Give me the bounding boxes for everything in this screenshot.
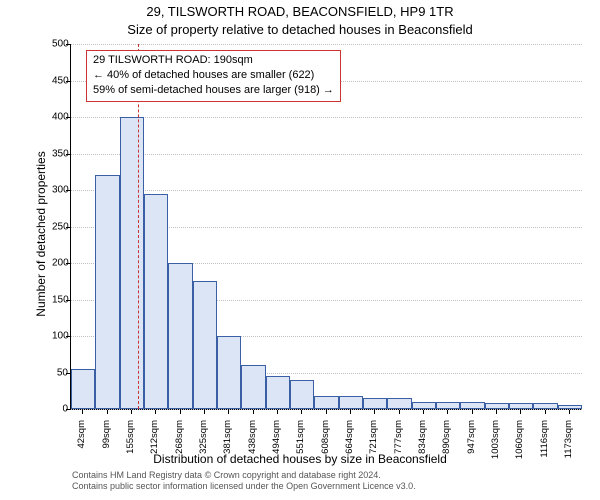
x-tick-label: 1173sqm xyxy=(563,420,575,470)
histogram-bar xyxy=(314,396,338,409)
histogram-bar xyxy=(120,117,144,409)
y-tick-mark xyxy=(66,300,70,301)
x-tick-label: 664sqm xyxy=(344,420,356,470)
x-tick-label: 325sqm xyxy=(198,420,210,470)
x-tick-label: 1003sqm xyxy=(490,420,502,470)
chart-container: 29, TILSWORTH ROAD, BEACONSFIELD, HP9 1T… xyxy=(0,0,600,500)
y-tick-mark xyxy=(66,44,70,45)
x-tick-mark xyxy=(545,410,546,414)
x-tick-label: 608sqm xyxy=(320,420,332,470)
y-tick-mark xyxy=(66,409,70,410)
x-tick-mark xyxy=(107,410,108,414)
histogram-bar xyxy=(436,402,460,409)
histogram-bar xyxy=(412,402,436,409)
y-tick-mark xyxy=(66,336,70,337)
footer-line-2: Contains public sector information licen… xyxy=(72,481,416,492)
x-tick-mark xyxy=(496,410,497,414)
x-tick-label: 890sqm xyxy=(441,420,453,470)
histogram-bar xyxy=(558,405,582,409)
x-tick-mark xyxy=(82,410,83,414)
x-tick-mark xyxy=(447,410,448,414)
footer-line-1: Contains HM Land Registry data © Crown c… xyxy=(72,470,416,481)
x-tick-mark xyxy=(399,410,400,414)
histogram-bar xyxy=(485,403,509,409)
x-tick-mark xyxy=(374,410,375,414)
histogram-bar xyxy=(290,380,314,409)
histogram-bar xyxy=(363,398,387,409)
y-tick-mark xyxy=(66,263,70,264)
annotation-line-1: 29 TILSWORTH ROAD: 190sqm xyxy=(93,53,334,68)
x-tick-mark xyxy=(301,410,302,414)
x-tick-mark xyxy=(472,410,473,414)
x-tick-mark xyxy=(228,410,229,414)
histogram-bar xyxy=(509,403,533,409)
histogram-bar xyxy=(217,336,241,409)
annotation-line-3: 59% of semi-detached houses are larger (… xyxy=(93,83,334,98)
annotation-line-2: ← 40% of detached houses are smaller (62… xyxy=(93,68,334,83)
x-tick-mark xyxy=(423,410,424,414)
gridline-h xyxy=(71,117,582,118)
histogram-bar xyxy=(168,263,192,409)
x-tick-mark xyxy=(131,410,132,414)
x-tick-label: 551sqm xyxy=(295,420,307,470)
x-tick-label: 947sqm xyxy=(466,420,478,470)
histogram-bar xyxy=(266,376,290,409)
gridline-h xyxy=(71,409,582,410)
x-tick-mark xyxy=(520,410,521,414)
x-tick-mark xyxy=(350,410,351,414)
gridline-h xyxy=(71,44,582,45)
histogram-bar xyxy=(460,402,484,409)
histogram-bar xyxy=(533,403,557,409)
x-tick-mark xyxy=(204,410,205,414)
y-tick-mark xyxy=(66,154,70,155)
x-tick-label: 381sqm xyxy=(222,420,234,470)
y-tick-mark xyxy=(66,117,70,118)
chart-title-1: 29, TILSWORTH ROAD, BEACONSFIELD, HP9 1T… xyxy=(0,4,600,19)
histogram-bar xyxy=(339,396,363,409)
x-tick-label: 438sqm xyxy=(247,420,259,470)
x-tick-label: 834sqm xyxy=(417,420,429,470)
y-tick-mark xyxy=(66,81,70,82)
x-tick-mark xyxy=(155,410,156,414)
histogram-bar xyxy=(387,398,411,409)
x-tick-label: 777sqm xyxy=(393,420,405,470)
gridline-h xyxy=(71,190,582,191)
x-tick-label: 155sqm xyxy=(125,420,137,470)
histogram-bar xyxy=(241,365,265,409)
chart-title-2: Size of property relative to detached ho… xyxy=(0,22,600,37)
x-tick-label: 99sqm xyxy=(101,420,113,470)
histogram-bar xyxy=(95,175,119,409)
x-tick-mark xyxy=(253,410,254,414)
histogram-bar xyxy=(193,281,217,409)
x-tick-label: 1116sqm xyxy=(539,420,551,470)
x-tick-mark xyxy=(180,410,181,414)
x-tick-mark xyxy=(326,410,327,414)
histogram-bar xyxy=(71,369,95,409)
x-tick-label: 268sqm xyxy=(174,420,186,470)
plot-area: 29 TILSWORTH ROAD: 190sqm ← 40% of detac… xyxy=(70,44,582,410)
y-tick-mark xyxy=(66,190,70,191)
x-tick-mark xyxy=(277,410,278,414)
y-tick-mark xyxy=(66,373,70,374)
x-tick-mark xyxy=(569,410,570,414)
footer-text: Contains HM Land Registry data © Crown c… xyxy=(72,470,416,493)
y-tick-mark xyxy=(66,227,70,228)
x-tick-label: 1060sqm xyxy=(514,420,526,470)
x-tick-label: 721sqm xyxy=(368,420,380,470)
histogram-bar xyxy=(144,194,168,409)
y-axis-label: Number of detached properties xyxy=(34,51,48,417)
gridline-h xyxy=(71,154,582,155)
annotation-box: 29 TILSWORTH ROAD: 190sqm ← 40% of detac… xyxy=(86,50,341,102)
x-tick-label: 494sqm xyxy=(271,420,283,470)
x-tick-label: 42sqm xyxy=(76,420,88,470)
x-tick-label: 212sqm xyxy=(149,420,161,470)
